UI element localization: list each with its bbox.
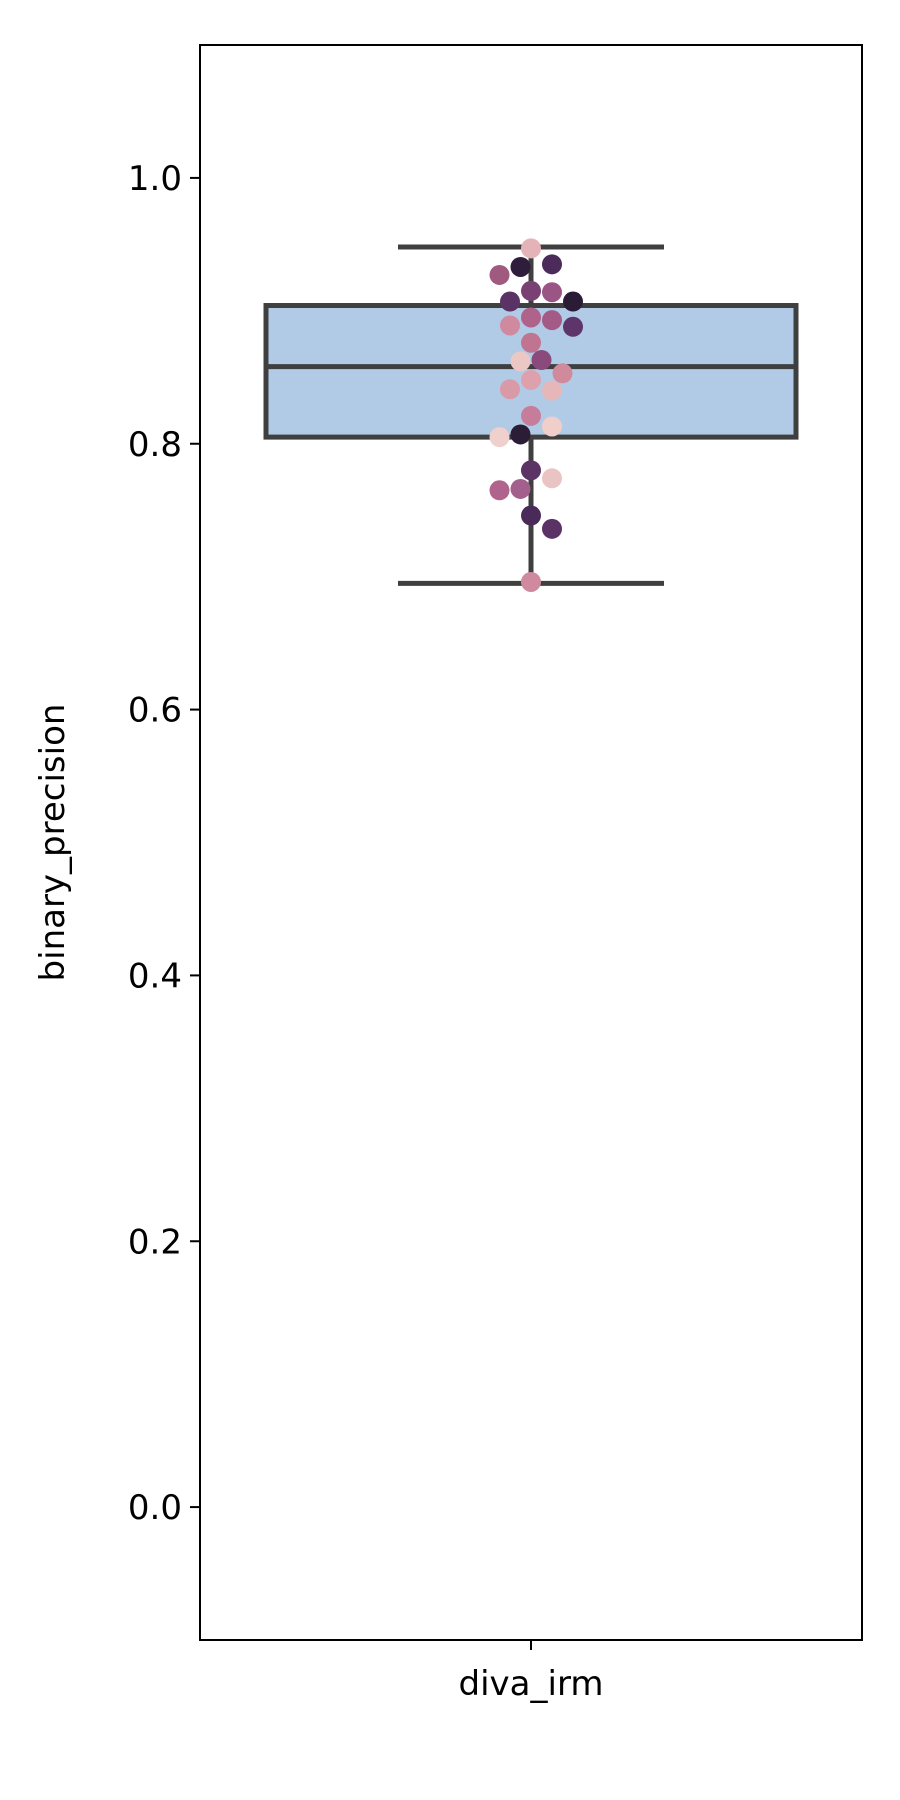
data-point — [542, 254, 562, 275]
data-point — [489, 480, 510, 501]
data-point — [521, 460, 541, 481]
data-point — [521, 307, 541, 328]
data-point — [510, 351, 531, 372]
data-point — [510, 478, 531, 499]
data-point — [510, 256, 531, 277]
data-point — [521, 571, 541, 592]
y-tick-label: 0.6 — [128, 691, 182, 731]
data-point — [500, 315, 520, 336]
y-tick-label: 0.8 — [128, 425, 182, 465]
data-point — [521, 405, 541, 426]
data-point — [563, 291, 583, 312]
swarm-points — [489, 238, 583, 592]
data-point — [489, 427, 510, 448]
data-point — [489, 264, 510, 285]
data-point — [542, 416, 562, 437]
y-axis-ticks: 0.0 0.2 0.4 0.6 0.8 1.0 — [128, 159, 200, 1528]
x-axis-ticks: diva_irm — [459, 1640, 604, 1704]
data-point — [521, 369, 541, 390]
data-point — [531, 350, 552, 371]
data-point — [542, 518, 562, 539]
data-point — [542, 282, 562, 303]
data-point — [552, 363, 573, 384]
data-point — [500, 379, 520, 400]
y-tick-label: 0.4 — [128, 956, 182, 996]
data-point — [521, 238, 541, 259]
data-point — [542, 468, 562, 489]
data-point — [521, 280, 541, 301]
data-point — [510, 424, 531, 445]
data-point — [521, 332, 541, 353]
x-tick-label: diva_irm — [459, 1664, 604, 1704]
data-point — [542, 310, 562, 331]
data-point — [563, 316, 583, 337]
y-tick-label: 0.0 — [128, 1488, 182, 1528]
y-tick-label: 0.2 — [128, 1222, 182, 1262]
y-tick-label: 1.0 — [128, 159, 182, 199]
data-point — [521, 505, 541, 526]
data-point — [500, 291, 520, 312]
data-point — [542, 380, 562, 401]
y-axis-title: binary_precision — [33, 704, 73, 982]
